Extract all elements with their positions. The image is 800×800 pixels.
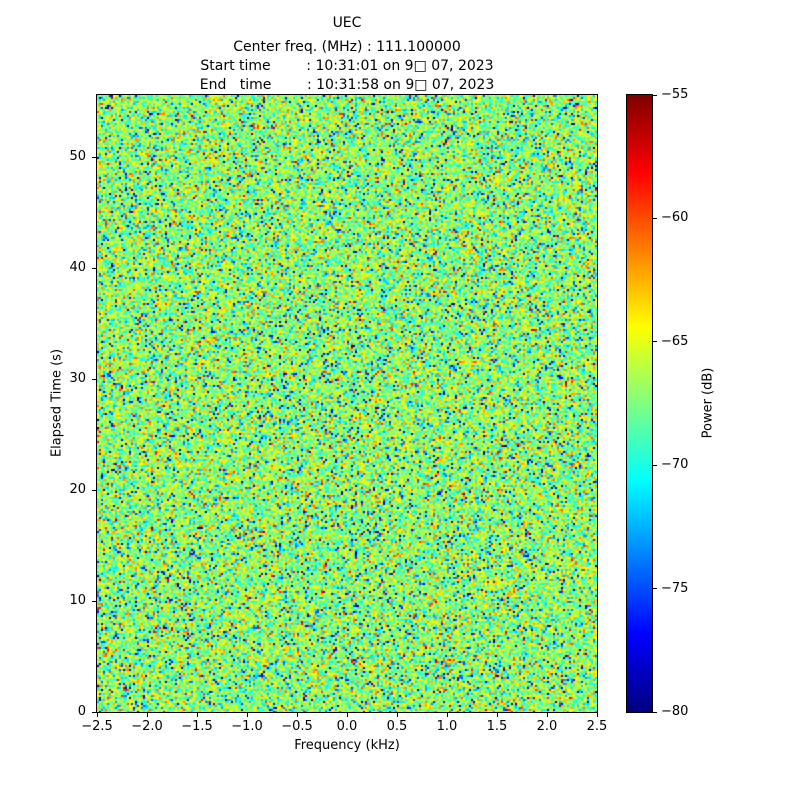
x-tick-label: −2.5 bbox=[81, 719, 113, 734]
spectrogram-heatmap bbox=[96, 94, 598, 713]
x-tick-mark bbox=[146, 713, 148, 717]
x-tick-mark bbox=[246, 713, 248, 717]
x-tick-mark bbox=[446, 713, 448, 717]
colorbar-tick-label: −65 bbox=[661, 333, 689, 349]
y-tick-mark bbox=[92, 267, 96, 269]
colorbar-tick-mark bbox=[653, 94, 657, 96]
y-tick-mark bbox=[92, 156, 96, 158]
colorbar-tick-label: −70 bbox=[661, 457, 689, 473]
colorbar-tick-mark bbox=[653, 217, 657, 219]
center-freq-line: Center freq. (MHz) : 111.100000 bbox=[233, 39, 461, 55]
colorbar-tick-mark bbox=[653, 464, 657, 466]
x-tick-mark bbox=[196, 713, 198, 717]
end-time-line: End time : 10:31:58 on 9□ 07, 2023 bbox=[199, 77, 495, 93]
x-axis-label: Frequency (kHz) bbox=[294, 738, 400, 753]
x-tick-label: −2.0 bbox=[131, 719, 163, 734]
x-tick-mark bbox=[546, 713, 548, 717]
colorbar-tick-label: −80 bbox=[661, 704, 689, 719]
y-tick-mark bbox=[92, 711, 96, 713]
y-axis-label: Elapsed Time (s) bbox=[49, 348, 65, 458]
x-tick-mark bbox=[346, 713, 348, 717]
x-tick-label: 2.5 bbox=[586, 719, 608, 734]
x-tick-mark bbox=[596, 713, 598, 717]
colorbar-tick-mark bbox=[653, 588, 657, 590]
colorbar-tick-label: −60 bbox=[661, 210, 689, 226]
colorbar-tick-mark bbox=[653, 711, 657, 713]
x-tick-mark bbox=[296, 713, 298, 717]
x-tick-label: −0.5 bbox=[281, 719, 313, 734]
x-tick-mark bbox=[396, 713, 398, 717]
y-tick-label: 40 bbox=[69, 260, 86, 276]
colorbar-gradient bbox=[626, 94, 653, 713]
colorbar-tick-mark bbox=[653, 341, 657, 343]
colorbar-tick-label: −75 bbox=[661, 580, 689, 596]
x-tick-label: −1.0 bbox=[231, 719, 263, 734]
y-tick-mark bbox=[92, 489, 96, 491]
plot-title: UEC bbox=[332, 15, 362, 31]
y-tick-mark bbox=[92, 378, 96, 380]
y-tick-label: 50 bbox=[69, 149, 86, 165]
x-tick-label: 2.0 bbox=[536, 719, 558, 734]
x-tick-mark bbox=[496, 713, 498, 717]
y-tick-label: 10 bbox=[69, 593, 86, 609]
x-tick-label: 1.5 bbox=[486, 719, 508, 734]
x-tick-label: 0.0 bbox=[336, 719, 358, 734]
y-tick-label: 0 bbox=[77, 704, 86, 719]
start-time-line: Start time : 10:31:01 on 9□ 07, 2023 bbox=[200, 58, 494, 74]
colorbar-label: Power (dB) bbox=[700, 367, 716, 439]
x-tick-mark bbox=[96, 713, 98, 717]
x-tick-label: 1.0 bbox=[436, 719, 458, 734]
x-tick-label: 0.5 bbox=[386, 719, 408, 734]
x-tick-label: −1.5 bbox=[181, 719, 213, 734]
colorbar-tick-label: −55 bbox=[661, 87, 689, 102]
y-tick-mark bbox=[92, 600, 96, 602]
y-tick-label: 30 bbox=[69, 371, 86, 387]
y-tick-label: 20 bbox=[69, 482, 86, 498]
